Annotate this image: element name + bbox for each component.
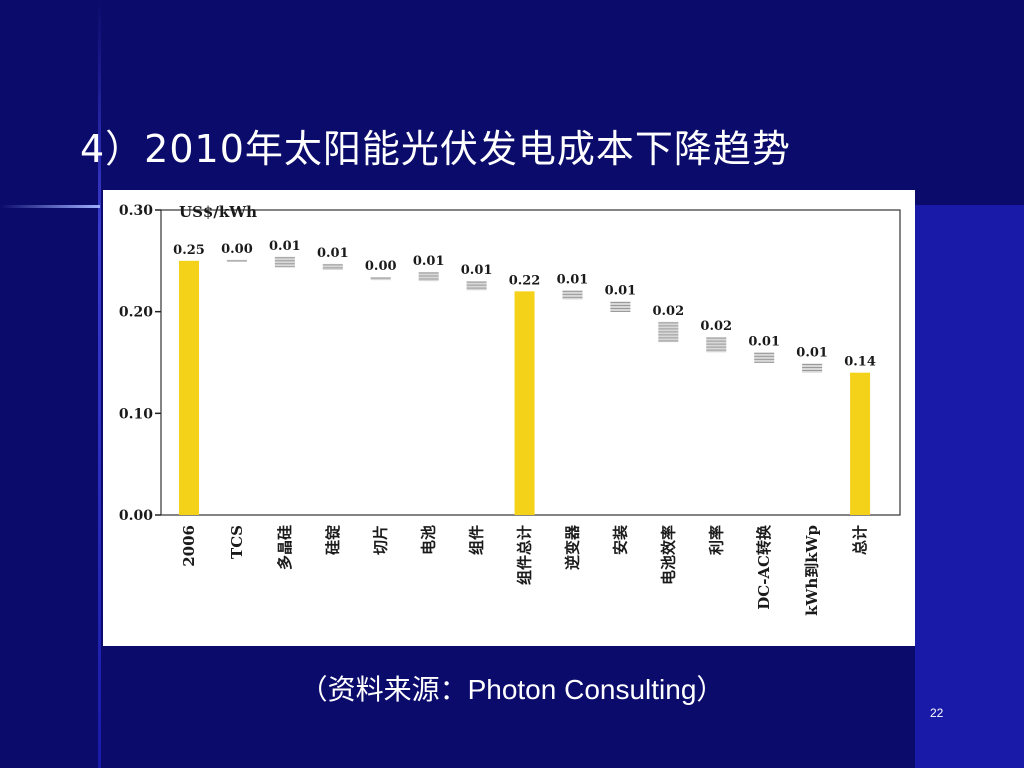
category-label: 逆变器 — [563, 524, 581, 570]
decorative-horizontal-line — [0, 205, 100, 208]
y-tick-label: 0.30 — [119, 203, 153, 219]
value-label: 0.01 — [748, 334, 780, 349]
value-label: 0.01 — [557, 272, 589, 287]
category-label: 利率 — [707, 525, 725, 555]
step-bar — [466, 281, 487, 291]
waterfall-chart: 0.00 0.10 0.20 0.30 US$/kWh 0.25 0.00 0.01 0.01… — [119, 203, 901, 616]
value-label: 0.22 — [509, 273, 541, 288]
value-label: 0.01 — [461, 263, 493, 278]
value-label: 0.01 — [269, 239, 301, 254]
category-label: 安装 — [611, 524, 629, 555]
step-bar — [802, 363, 823, 373]
step-bar — [706, 337, 727, 353]
category-label: kWh到kWp — [803, 525, 821, 616]
category-label: 组件 — [468, 525, 486, 555]
value-label: 0.00 — [365, 259, 397, 274]
category-label: 总计 — [851, 525, 869, 555]
slide-background-accent — [915, 205, 1024, 768]
category-label: 硅锭 — [324, 525, 342, 555]
category-label: TCS — [228, 525, 246, 559]
value-label: 0.01 — [605, 284, 637, 299]
value-label: 0.01 — [317, 246, 349, 261]
slide-title: 4）2010年太阳能光伏发电成本下降趋势 — [80, 127, 791, 171]
category-label: DC-AC转换 — [755, 524, 773, 610]
step-bar — [370, 277, 391, 281]
category-label: 切片 — [372, 525, 390, 555]
total-bar — [179, 260, 199, 515]
step-bar — [418, 272, 439, 282]
value-label: 0.02 — [700, 319, 732, 334]
decorative-vertical-line — [98, 0, 101, 768]
category-label: 多晶硅 — [276, 525, 294, 570]
step-bar — [322, 263, 343, 270]
y-tick-label: 0.10 — [119, 406, 153, 422]
value-label: 0.14 — [844, 355, 876, 370]
value-label: 0.00 — [221, 242, 253, 257]
category-label: 电池 — [420, 525, 438, 555]
y-tick-label: 0.20 — [119, 305, 153, 321]
chart-panel: 0.00 0.10 0.20 0.30 US$/kWh 0.25 0.00 0.01 0.01… — [103, 190, 915, 646]
value-label: 0.02 — [652, 304, 684, 319]
value-label: 0.01 — [413, 254, 445, 269]
value-label: 0.25 — [173, 243, 205, 258]
category-label: 组件总计 — [516, 525, 534, 585]
step-bar — [562, 290, 583, 300]
step-bar — [274, 256, 295, 268]
step-bar — [658, 321, 679, 343]
page-number: 22 — [930, 706, 944, 720]
category-label: 电池效率 — [659, 525, 677, 585]
total-bar — [850, 372, 871, 515]
y-tick-label: 0.00 — [119, 508, 153, 524]
source-citation: （资料来源：Photon Consulting） — [299, 674, 725, 705]
total-bar — [514, 291, 535, 515]
step-bar — [754, 352, 775, 363]
step-bar — [610, 301, 631, 312]
unit-label: US$/kWh — [179, 203, 257, 221]
step-bar — [226, 259, 247, 262]
value-label: 0.01 — [796, 346, 828, 361]
category-label: 2006 — [180, 525, 198, 567]
